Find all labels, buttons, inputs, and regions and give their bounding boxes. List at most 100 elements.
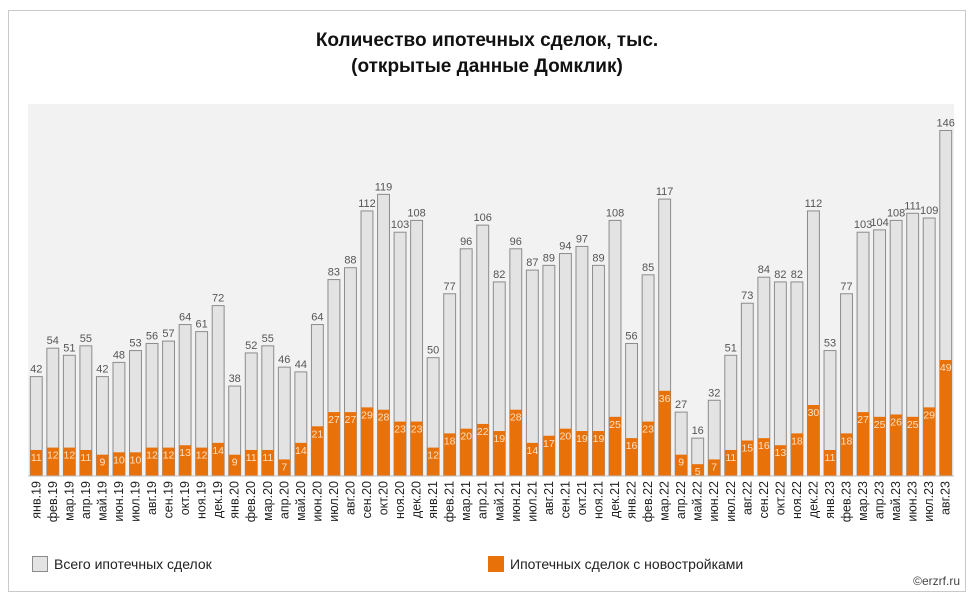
data-label-new-buildings-фев.20: 11 (246, 452, 257, 464)
data-label-new-buildings-апр.21: 22 (477, 426, 489, 438)
data-label-total-июл.19: 53 (129, 338, 141, 350)
bar-new-buildings-ноя.21 (592, 431, 605, 476)
x-tick-label-июл.20: июл.20 (327, 481, 341, 522)
data-label-total-фев.19: 54 (47, 335, 59, 347)
data-label-total-май.22: 16 (692, 425, 704, 437)
data-label-total-мар.23: 103 (854, 219, 872, 231)
legend-label-new-buildings: Ипотечных сделок с новостройками (510, 556, 744, 572)
x-tick-label-июл.23: июл.23 (922, 481, 936, 522)
bar-new-buildings-апр.20 (278, 459, 291, 476)
bar-new-buildings-сен.19 (162, 447, 175, 476)
data-label-total-янв.23: 53 (824, 338, 836, 350)
bar-new-buildings-мар.20 (261, 449, 274, 476)
x-tick-label-июн.20: июн.20 (310, 481, 324, 522)
bar-new-buildings-июл.19 (129, 452, 142, 476)
bar-new-buildings-май.21 (493, 431, 506, 476)
bar-new-buildings-сен.22 (757, 438, 770, 476)
x-tick-label-июл.22: июл.22 (724, 481, 738, 522)
x-tick-label-мар.22: мар.22 (658, 481, 672, 521)
data-label-total-сен.19: 57 (162, 328, 174, 340)
data-label-new-buildings-авг.23: 49 (940, 362, 952, 374)
x-tick-label-фев.22: фев.22 (641, 481, 655, 522)
data-label-new-buildings-мар.19: 12 (63, 450, 75, 462)
x-tick-label-авг.21: авг.21 (542, 481, 556, 515)
x-tick-label-мар.23: мар.23 (856, 481, 870, 521)
x-tick-label-окт.21: окт.21 (575, 481, 589, 515)
x-tick-label-июл.21: июл.21 (525, 481, 539, 522)
data-label-new-buildings-сен.19: 12 (163, 450, 175, 462)
data-label-total-апр.20: 46 (278, 354, 290, 366)
bar-new-buildings-авг.19 (146, 447, 158, 476)
x-tick-label-ноя.20: ноя.20 (393, 481, 407, 519)
bar-new-buildings-янв.20 (228, 454, 241, 476)
bar-new-buildings-апр.22 (675, 454, 688, 476)
data-label-new-buildings-май.23: 26 (890, 416, 902, 428)
x-tick-label-окт.19: окт.19 (178, 481, 192, 515)
bar-new-buildings-июл.21 (526, 442, 539, 476)
data-label-new-buildings-окт.22: 13 (775, 447, 787, 459)
x-tick-label-ноя.21: ноя.21 (591, 481, 605, 519)
data-label-new-buildings-июл.19: 10 (130, 454, 142, 466)
x-tick-label-авг.22: авг.22 (740, 481, 754, 515)
data-label-total-окт.20: 119 (375, 181, 393, 193)
data-label-total-июл.23: 109 (920, 205, 938, 217)
bars-layer (29, 129, 953, 477)
bar-new-buildings-июн.19 (112, 452, 125, 476)
bar-new-buildings-июн.21 (509, 409, 522, 476)
data-label-new-buildings-сен.20: 29 (361, 409, 373, 421)
data-label-total-мар.20: 55 (262, 333, 274, 345)
data-label-total-авг.22: 73 (741, 290, 753, 302)
data-label-total-мар.21: 96 (460, 236, 472, 248)
bar-new-buildings-мар.19 (63, 447, 76, 476)
data-label-total-сен.20: 112 (358, 198, 376, 210)
bar-new-buildings-янв.19 (30, 449, 43, 476)
bar-new-buildings-июн.23 (906, 416, 919, 476)
bar-new-buildings-мар.23 (857, 412, 870, 476)
data-label-new-buildings-июл.22: 11 (725, 452, 736, 464)
data-label-new-buildings-июн.20: 21 (312, 428, 324, 440)
data-label-total-авг.20: 88 (344, 255, 356, 267)
data-label-total-окт.19: 64 (179, 312, 191, 324)
data-label-total-ноя.19: 61 (196, 319, 208, 331)
x-tick-label-янв.20: янв.20 (228, 481, 242, 519)
data-label-total-авг.23: 146 (937, 117, 955, 129)
data-label-total-окт.21: 97 (576, 233, 588, 245)
data-label-total-дек.20: 108 (407, 207, 425, 219)
legend-item-total: Всего ипотечных сделок (32, 554, 212, 574)
data-label-new-buildings-окт.20: 28 (378, 412, 390, 424)
data-label-new-buildings-сен.21: 20 (560, 431, 572, 443)
bar-new-buildings-июн.20 (311, 426, 324, 476)
data-label-total-янв.20: 38 (229, 373, 241, 385)
x-tick-label-окт.20: окт.20 (377, 481, 391, 515)
data-label-new-buildings-ноя.20: 23 (394, 424, 406, 436)
bar-new-buildings-фев.19 (46, 447, 59, 476)
data-label-total-фев.22: 85 (642, 262, 654, 274)
data-label-new-buildings-апр.20: 7 (281, 461, 287, 473)
bar-new-buildings-фев.22 (642, 421, 655, 476)
data-label-new-buildings-дек.19: 14 (212, 445, 224, 457)
x-tick-label-янв.21: янв.21 (426, 481, 440, 519)
bar-new-buildings-апр.23 (873, 416, 886, 476)
bar-new-buildings-янв.21 (427, 447, 440, 476)
x-tick-label-апр.22: апр.22 (674, 481, 688, 519)
data-label-new-buildings-янв.20: 9 (232, 457, 238, 469)
x-tick-label-дек.21: дек.21 (608, 481, 622, 518)
data-label-total-окт.22: 82 (774, 269, 786, 281)
bar-new-buildings-апр.21 (476, 423, 489, 476)
bar-new-buildings-сен.21 (559, 428, 572, 476)
data-label-total-апр.19: 55 (80, 333, 92, 345)
data-label-new-buildings-май.21: 19 (493, 433, 505, 445)
data-label-total-июн.22: 32 (708, 387, 720, 399)
x-tick-label-май.23: май.23 (889, 481, 903, 521)
x-tick-label-фев.20: фев.20 (244, 481, 258, 522)
data-label-total-фев.23: 77 (840, 281, 852, 293)
bar-new-buildings-авг.20 (344, 412, 357, 476)
data-label-total-авг.19: 56 (146, 330, 158, 342)
bar-new-buildings-янв.23 (824, 449, 836, 476)
bar-new-buildings-июл.23 (923, 407, 936, 476)
data-label-new-buildings-мар.22: 36 (659, 393, 671, 405)
bar-new-buildings-июл.22 (724, 449, 737, 476)
x-tick-label-июн.23: июн.23 (906, 481, 920, 522)
bar-new-buildings-сен.20 (361, 407, 373, 476)
bar-new-buildings-окт.22 (774, 445, 787, 476)
